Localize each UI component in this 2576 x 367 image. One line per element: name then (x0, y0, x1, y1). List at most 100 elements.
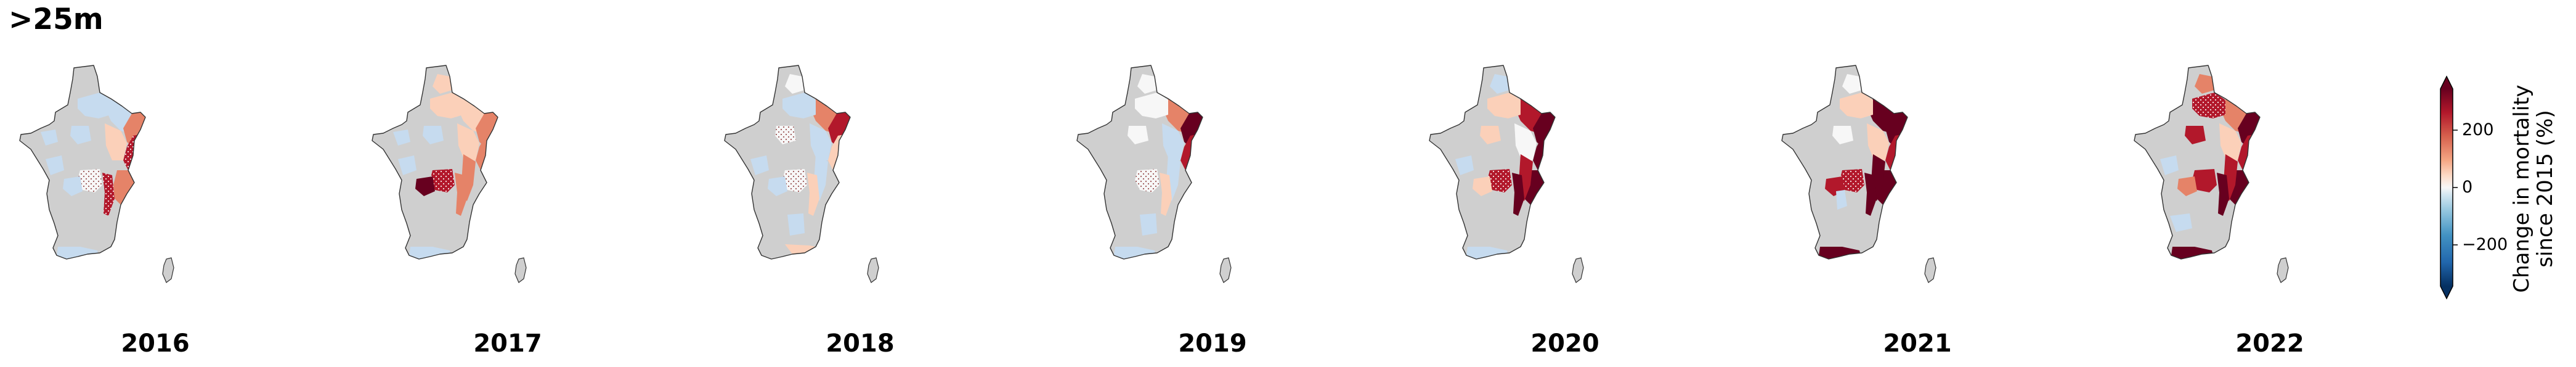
region-ne2-2020 (1533, 112, 1555, 148)
region-east-2017 (457, 123, 479, 160)
region-ne2-2018 (828, 112, 850, 148)
region-alps-2016 (113, 170, 134, 205)
region-nc-2018 (782, 93, 816, 118)
region-ne2-2021 (1885, 112, 1908, 148)
colorbar-tick-label-0: 0 (2462, 178, 2473, 197)
region-rhone-2020 (1512, 173, 1524, 216)
france-outline-2022 (2134, 65, 2261, 260)
corsica-2022 (2277, 257, 2289, 283)
colorbar-title-line2: since 2015 (%) (2533, 110, 2558, 268)
region-cen-2019 (1128, 126, 1148, 144)
significance-hatch-nc-2022 (2192, 93, 2225, 118)
region-nc-2019 (1135, 93, 1168, 118)
year-label-2021: 2021 (1883, 329, 1952, 358)
year-label-2017: 2017 (473, 329, 542, 358)
year-label-2016: 2016 (121, 329, 190, 358)
colorbar-title-line1: Change in mortality (2509, 85, 2534, 293)
significance-hatch-mc-2019 (1135, 169, 1160, 192)
year-label-2020: 2020 (1530, 329, 1599, 358)
region-north-2020 (1490, 74, 1509, 94)
map-panel-2019 (1076, 65, 1232, 283)
map-panel-2022 (2134, 65, 2289, 283)
france-outline-2020 (1429, 65, 1556, 260)
year-label-2022: 2022 (2235, 329, 2304, 358)
colorbar-tick-label-neg200: −200 (2462, 235, 2508, 254)
region-north-2021 (1842, 74, 1862, 94)
region-west-2020 (1455, 155, 1474, 175)
region-nc-2021 (1840, 93, 1873, 118)
region-sw2-2018 (787, 213, 805, 236)
region-cen2-2016 (41, 130, 58, 146)
corsica-2017 (514, 257, 527, 283)
corsica-2020 (1572, 257, 1584, 283)
map-regions-2019 (1114, 74, 1203, 259)
significance-hatch-mc-2016 (78, 169, 102, 192)
map-regions-2021 (1819, 74, 1908, 259)
region-rhone-2018 (807, 173, 819, 216)
region-nc-2020 (1487, 93, 1521, 118)
colorbar-gradient (2440, 89, 2453, 286)
region-east-2016 (105, 123, 127, 160)
region-west-2022 (2160, 155, 2179, 175)
region-north-2019 (1137, 74, 1157, 94)
region-east-2020 (1514, 123, 1537, 160)
region-rhone-2017 (455, 173, 467, 216)
colorbar-extend-bottom (2440, 286, 2453, 299)
region-east-2021 (1867, 123, 1889, 160)
region-mc2-2022 (2177, 176, 2197, 196)
map-panel-2018 (724, 65, 879, 283)
significance-hatch-mc-2021 (1840, 169, 1864, 192)
figure-title: >25m (9, 2, 104, 36)
region-cen-2017 (423, 126, 444, 144)
region-mc2-2018 (768, 176, 787, 196)
significance-hatch-cen-2018 (775, 126, 796, 144)
corsica-2021 (1924, 257, 1936, 283)
colorbar-title: Change in mortality since 2015 (%) (2509, 85, 2558, 293)
corsica-2016 (162, 257, 174, 283)
france-outline-2017 (372, 65, 498, 260)
region-cen-2016 (70, 126, 91, 144)
france-outline-2021 (1781, 65, 1908, 260)
map-regions-2017 (393, 74, 498, 259)
significance-hatch-mc-2020 (1487, 169, 1512, 192)
region-mc2-2016 (63, 176, 83, 196)
region-west-2018 (750, 155, 769, 175)
map-panel-2020 (1429, 65, 1584, 283)
region-ne2-2019 (1180, 112, 1203, 148)
region-sw-2022 (2170, 213, 2192, 232)
colorbar (2440, 75, 2458, 300)
region-ne2-2017 (476, 112, 498, 148)
map-regions-2018 (750, 74, 850, 254)
region-north-2017 (433, 74, 452, 94)
region-pyr2-2018 (785, 244, 816, 254)
region-rhone-2021 (1864, 173, 1877, 216)
region-east-2019 (1162, 123, 1184, 160)
panels-layer (19, 65, 2289, 283)
colorbar-outline (2440, 75, 2453, 300)
region-nc-2016 (78, 93, 111, 118)
region-west-2016 (46, 155, 64, 175)
region-cen2-2017 (393, 130, 410, 146)
france-outline-2018 (724, 65, 851, 260)
region-north-2018 (785, 74, 805, 94)
corsica-2018 (867, 257, 879, 283)
map-panel-2021 (1781, 65, 1936, 283)
significance-hatch-rhone-2016 (102, 173, 115, 216)
map-panel-2016 (19, 65, 174, 283)
colorbar-tick-label-200: 200 (2462, 120, 2494, 139)
year-label-2019: 2019 (1178, 329, 1247, 358)
map-panel-2017 (372, 65, 527, 283)
region-rhone-2019 (1160, 173, 1172, 216)
region-cen-2022 (2185, 126, 2206, 144)
region-nc-2017 (430, 93, 463, 118)
france-outline-2016 (19, 65, 146, 260)
significance-hatch-mc-2017 (430, 169, 455, 192)
map-regions-2020 (1455, 74, 1555, 259)
corsica-2019 (1219, 257, 1232, 283)
region-sw2-2019 (1140, 213, 1157, 236)
france-outline-2019 (1076, 65, 1203, 260)
colorbar-extend-top (2440, 76, 2453, 89)
region-ne2-2022 (2238, 112, 2260, 148)
year-label-2018: 2018 (826, 329, 895, 358)
region-sw3-2021 (1836, 190, 1847, 210)
